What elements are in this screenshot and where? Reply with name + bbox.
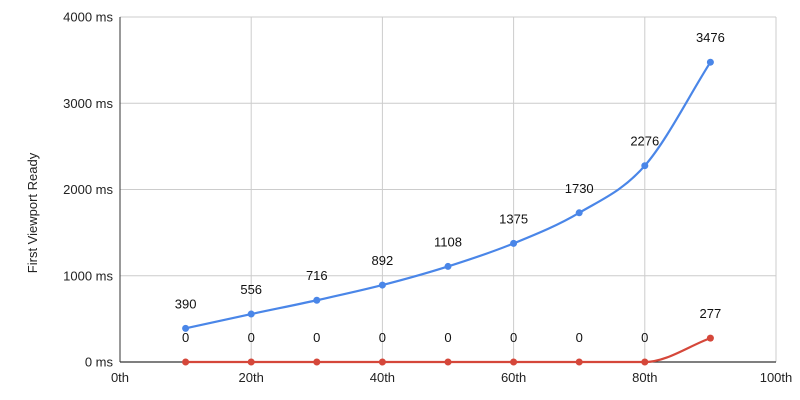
data-point [706, 334, 714, 342]
data-label: 390 [175, 296, 197, 311]
y-tick-label: 1000 ms [63, 268, 113, 283]
data-label: 892 [372, 253, 394, 268]
data-point [182, 358, 190, 366]
data-label: 277 [700, 306, 722, 321]
data-label: 0 [444, 330, 451, 345]
data-point [378, 358, 386, 366]
x-tick-label: 60th [501, 370, 526, 385]
data-point [706, 58, 714, 66]
data-label: 0 [641, 330, 648, 345]
data-point [575, 358, 583, 366]
data-point [641, 358, 649, 366]
data-point [510, 239, 518, 247]
data-point [378, 281, 386, 289]
data-point [247, 310, 255, 318]
x-tick-label: 100th [760, 370, 793, 385]
data-point [313, 296, 321, 304]
data-point [182, 324, 190, 332]
data-label: 716 [306, 268, 328, 283]
data-label: 1108 [434, 234, 462, 249]
chart-gridlines [120, 16, 777, 362]
y-tick-label: 0 ms [85, 355, 114, 370]
data-point [444, 262, 452, 270]
y-tick-label: 2000 ms [63, 182, 113, 197]
data-point [444, 358, 452, 366]
data-point [641, 162, 649, 170]
x-tick-label: 0th [111, 370, 129, 385]
y-tick-label: 3000 ms [63, 96, 113, 111]
data-label: 0 [379, 330, 386, 345]
data-label: 0 [510, 330, 517, 345]
data-point [247, 358, 255, 366]
data-point [510, 358, 518, 366]
y-tick-label: 4000 ms [63, 10, 113, 25]
data-label: 556 [240, 282, 262, 297]
x-tick-label: 20th [239, 370, 264, 385]
data-label: 2276 [630, 134, 659, 149]
data-label: 0 [182, 330, 189, 345]
data-label: 1730 [565, 181, 594, 196]
y-axis-label: First Viewport Ready [25, 152, 40, 273]
x-tick-label: 80th [632, 370, 657, 385]
chart-axes: 0th 20th 40th 60th 80th 100th 0 ms 1000 ms 2000 … [63, 10, 792, 386]
series-line [185, 61, 712, 330]
data-label: 0 [576, 330, 583, 345]
data-point [575, 209, 583, 217]
x-tick-label: 40th [370, 370, 395, 385]
plot-area: 390 556 716 892 1108 1375 1730 2276 3476 0 0 0 0 0 0 0 0… [175, 30, 725, 366]
data-label: 3476 [696, 30, 725, 45]
data-label: 0 [313, 330, 320, 345]
data-point [313, 358, 321, 366]
data-label: 1375 [499, 211, 528, 226]
data-label: 0 [248, 330, 255, 345]
